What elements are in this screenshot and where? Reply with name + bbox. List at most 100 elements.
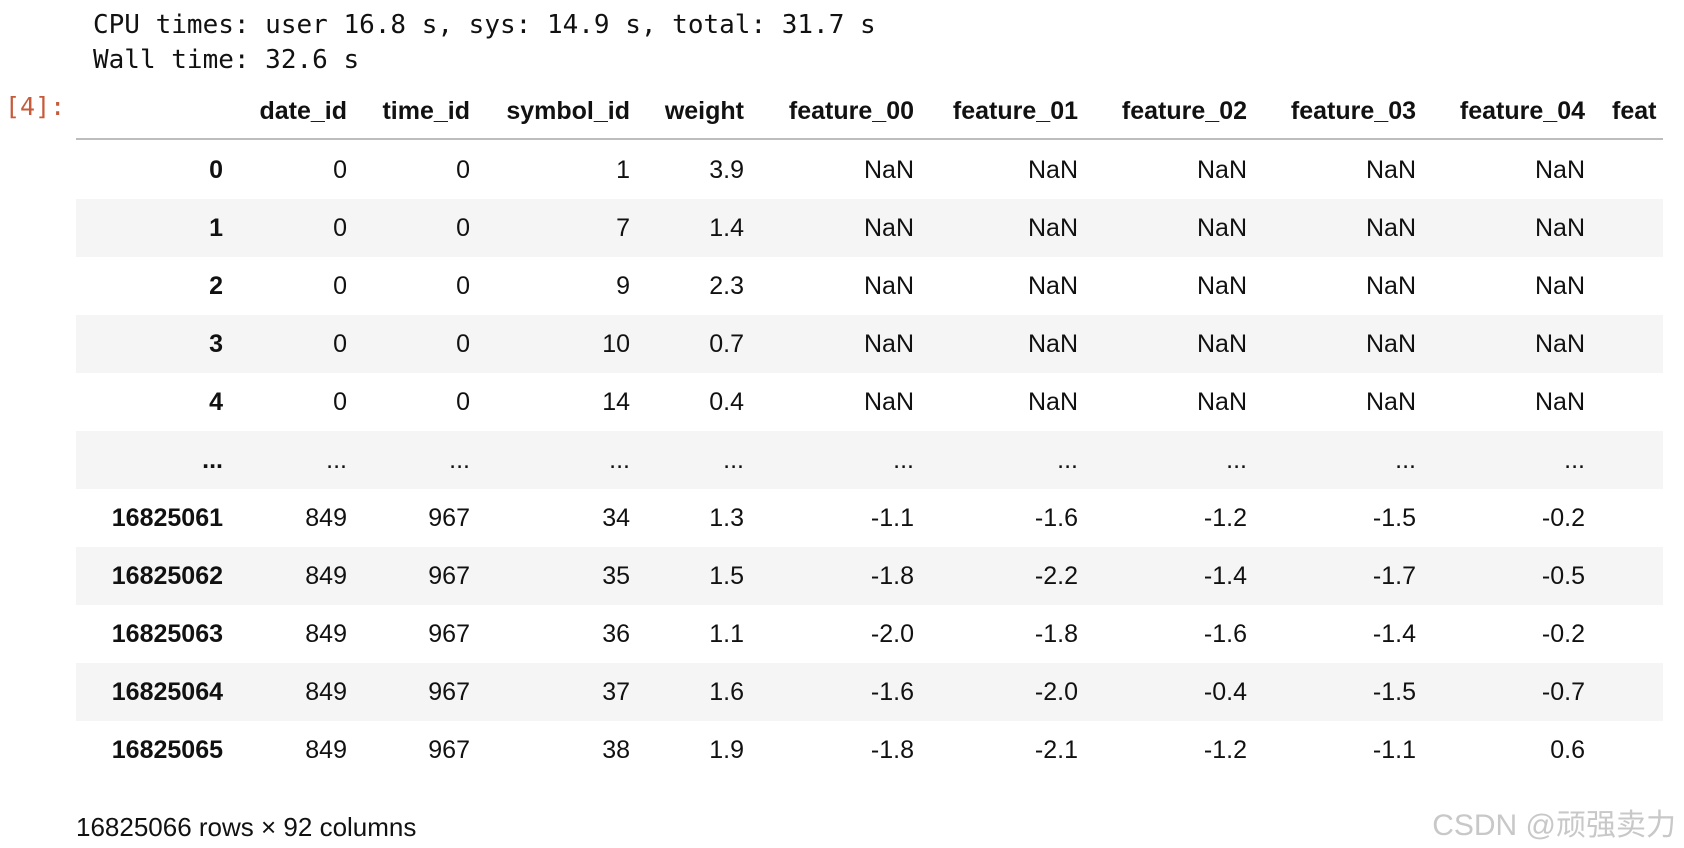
table-cell: NaN: [1534, 330, 1585, 358]
table-cell: -1.7: [1372, 562, 1416, 590]
table-cell: 849: [305, 620, 347, 648]
output-line: CPU times: user 16.8 s, sys: 14.9 s, tot…: [93, 10, 876, 40]
table-cell: 9: [616, 272, 630, 300]
table-cell: -2.1: [1034, 736, 1078, 764]
row-index: 16825064: [111, 678, 223, 706]
table-cell: -0.2: [1541, 620, 1585, 648]
table-cell: 0.7: [709, 330, 744, 358]
table-cell: NaN: [1365, 330, 1416, 358]
table-cell: ...: [326, 446, 347, 474]
table-cell: NaN: [1534, 272, 1585, 300]
table-cell: -0.2: [1541, 504, 1585, 532]
table-cell: 7: [616, 214, 630, 242]
table-cell: 3.9: [709, 156, 744, 184]
column-header: feature_02: [1121, 97, 1247, 125]
row-stripe: [76, 663, 1663, 721]
table-cell: -1.4: [1372, 620, 1416, 648]
row-stripe: [76, 315, 1663, 373]
column-header: feature_01: [952, 97, 1078, 125]
table-cell: 967: [428, 736, 470, 764]
table-cell: NaN: [1027, 156, 1078, 184]
table-cell: NaN: [1196, 214, 1247, 242]
table-cell: 37: [602, 678, 630, 706]
table-cell: ...: [1395, 446, 1416, 474]
column-header: date_id: [259, 97, 347, 125]
table-cell: -1.1: [870, 504, 914, 532]
table-cell: NaN: [1196, 388, 1247, 416]
table-cell: -2.0: [1034, 678, 1078, 706]
table-cell: 34: [602, 504, 630, 532]
table-cell: 1.6: [709, 678, 744, 706]
row-index: 4: [209, 388, 223, 416]
table-cell: -0.7: [1541, 678, 1585, 706]
table-cell: -1.8: [870, 562, 914, 590]
row-index: 16825061: [111, 504, 223, 532]
table-cell: NaN: [1365, 272, 1416, 300]
row-stripe: [76, 199, 1663, 257]
table-cell: 0.6: [1550, 736, 1585, 764]
column-header: symbol_id: [506, 97, 630, 125]
table-cell: 0: [456, 388, 470, 416]
table-cell: -1.1: [1372, 736, 1416, 764]
table-cell: 849: [305, 562, 347, 590]
table-cell: 967: [428, 678, 470, 706]
table-cell: 849: [305, 504, 347, 532]
table-cell: 1: [616, 156, 630, 184]
table-cell: 849: [305, 736, 347, 764]
table-cell: NaN: [1365, 214, 1416, 242]
watermark: CSDN @顽强卖力: [1432, 809, 1676, 842]
table-cell: 0: [333, 330, 347, 358]
row-stripe: [76, 547, 1663, 605]
column-header: time_id: [382, 97, 470, 125]
table-cell: 849: [305, 678, 347, 706]
table-cell: 1.9: [709, 736, 744, 764]
row-index: 16825063: [111, 620, 223, 648]
row-index: 2: [209, 272, 223, 300]
table-cell: -1.2: [1203, 736, 1247, 764]
table-cell: -1.5: [1372, 504, 1416, 532]
table-cell: NaN: [863, 214, 914, 242]
table-cell: 0: [333, 272, 347, 300]
table-cell: 0: [333, 156, 347, 184]
row-stripe: [76, 431, 1663, 489]
table-cell: ...: [449, 446, 470, 474]
table-cell: 38: [602, 736, 630, 764]
row-index: 0: [209, 156, 223, 184]
table-cell: NaN: [1196, 330, 1247, 358]
table-cell: NaN: [1027, 214, 1078, 242]
table-cell: 1.3: [709, 504, 744, 532]
table-cell: 0: [456, 272, 470, 300]
table-cell: NaN: [1027, 388, 1078, 416]
table-cell: -1.6: [1034, 504, 1078, 532]
table-cell: NaN: [1196, 156, 1247, 184]
table-cell: ...: [1226, 446, 1247, 474]
table-cell: -0.4: [1203, 678, 1247, 706]
table-cell: ...: [1057, 446, 1078, 474]
table-cell: ...: [893, 446, 914, 474]
table-cell: -1.8: [870, 736, 914, 764]
table-cell: NaN: [1027, 272, 1078, 300]
table-cell: 0.4: [709, 388, 744, 416]
table-cell: 0: [456, 214, 470, 242]
table-cell: -0.5: [1541, 562, 1585, 590]
table-cell: 1.5: [709, 562, 744, 590]
row-index: 16825065: [111, 736, 223, 764]
table-cell: NaN: [1365, 388, 1416, 416]
table-cell: -2.0: [870, 620, 914, 648]
cell-prompt: [4]:: [5, 92, 66, 121]
table-cell: 0: [333, 214, 347, 242]
table-shape: 16825066 rows × 92 columns: [76, 812, 417, 842]
output-line: Wall time: 32.6 s: [93, 45, 360, 75]
column-header: feature_00: [788, 97, 914, 125]
table-cell: -2.2: [1034, 562, 1078, 590]
table-cell: -1.8: [1034, 620, 1078, 648]
table-cell: 0: [333, 388, 347, 416]
row-index: 16825062: [111, 562, 223, 590]
table-cell: 967: [428, 620, 470, 648]
table-cell: NaN: [1196, 272, 1247, 300]
column-header: feature_04: [1459, 97, 1585, 125]
dataframe-table: date_id time_id symbol_id weight feature_00 f…: [76, 88, 1663, 788]
table-cell: 1.4: [709, 214, 744, 242]
table-cell: NaN: [1365, 156, 1416, 184]
table-cell: NaN: [1534, 156, 1585, 184]
